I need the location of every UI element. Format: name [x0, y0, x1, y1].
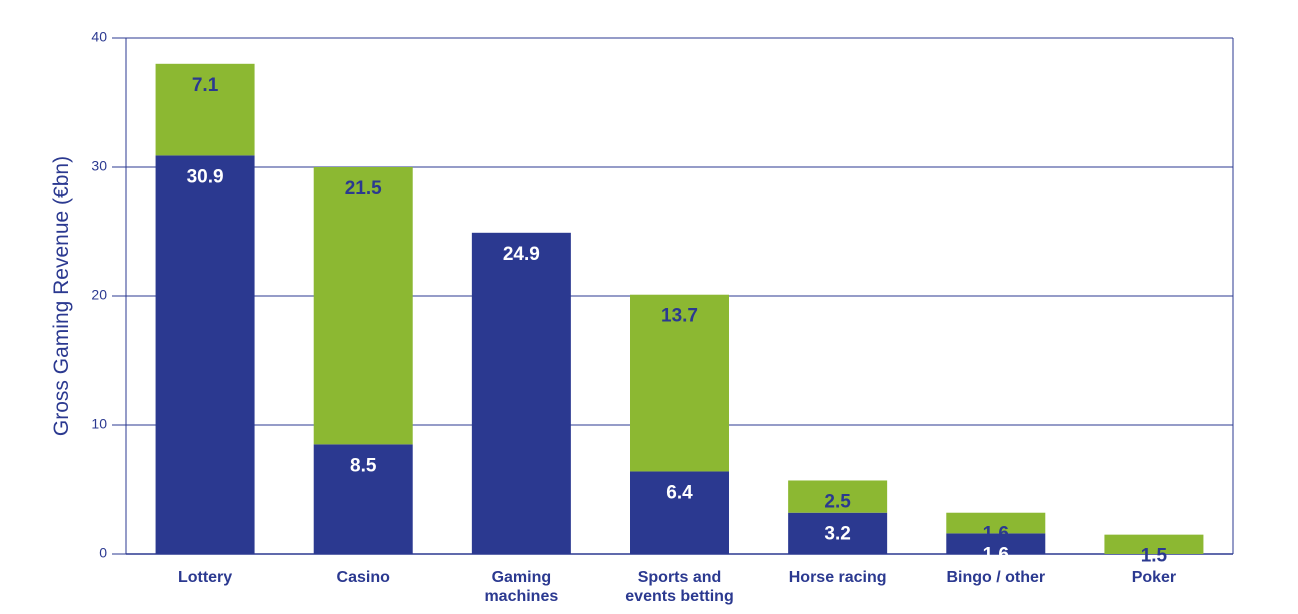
category-label-line: events betting: [625, 588, 734, 605]
category-label-line: machines: [484, 588, 559, 605]
data-label: 13.7: [661, 306, 698, 327]
bar-segment: [471, 232, 571, 555]
bar-segment: [630, 294, 729, 472]
data-label: 24.9: [503, 244, 540, 265]
category-label: Gaming machines: [446, 568, 596, 606]
category-label-line: Poker: [1131, 569, 1177, 586]
y-tick-label: 20: [91, 287, 107, 303]
bar-segment: [155, 63, 255, 156]
y-tick-label: 30: [91, 158, 107, 174]
bar-segment: [313, 444, 413, 554]
y-axis-title: Gross Gaming Revenue (€bn): [50, 155, 73, 437]
bars: [155, 63, 1204, 555]
category-label-line: Casino: [336, 569, 390, 586]
bar-segment: [155, 155, 255, 554]
bar-segment: [788, 480, 888, 513]
bar-segment: [1104, 534, 1204, 554]
category-label-line: Horse racing: [788, 569, 887, 586]
data-label: 8.5: [350, 455, 377, 476]
category-label: Bingo / other: [921, 568, 1071, 587]
bar-segment: [946, 533, 1046, 554]
category-label: Casino: [288, 568, 438, 587]
y-tick-label: 40: [91, 29, 107, 45]
category-label: Poker: [1079, 568, 1229, 587]
category-label: Sports and events betting: [605, 568, 755, 606]
data-labels: 30.9 7.1 8.5 21.5 24.9 6.4 13.7 3.2 2.5 1.61.6 1.5: [187, 75, 1168, 567]
data-label: 21.5: [345, 178, 382, 199]
data-label: 1.5: [1141, 546, 1168, 567]
y-tick-label: 10: [91, 416, 107, 432]
category-label-line: Sports and: [637, 569, 722, 586]
bar-segment: [946, 512, 1046, 534]
data-label: 2.5: [824, 491, 851, 512]
y-tick-label: 0: [99, 545, 107, 561]
data-label: 7.1: [192, 75, 219, 96]
bar-segment: [313, 167, 413, 445]
bar-segment: [788, 512, 888, 554]
y-axis-ticks: 0 10 20 30 40: [91, 29, 126, 561]
category-label-line: Bingo / other: [946, 569, 1046, 586]
data-label: 6.4: [666, 482, 693, 503]
category-label-line: Gaming: [491, 569, 552, 586]
category-label: Lottery: [130, 568, 280, 587]
category-label: Horse racing: [763, 568, 913, 587]
data-label: 1.6: [983, 524, 1009, 545]
data-label: 30.9: [187, 166, 224, 187]
data-label: 3.2: [824, 524, 850, 545]
bar-segment: [630, 471, 729, 554]
category-label-line: Lottery: [177, 569, 233, 586]
data-label: 1.6: [983, 544, 1009, 565]
